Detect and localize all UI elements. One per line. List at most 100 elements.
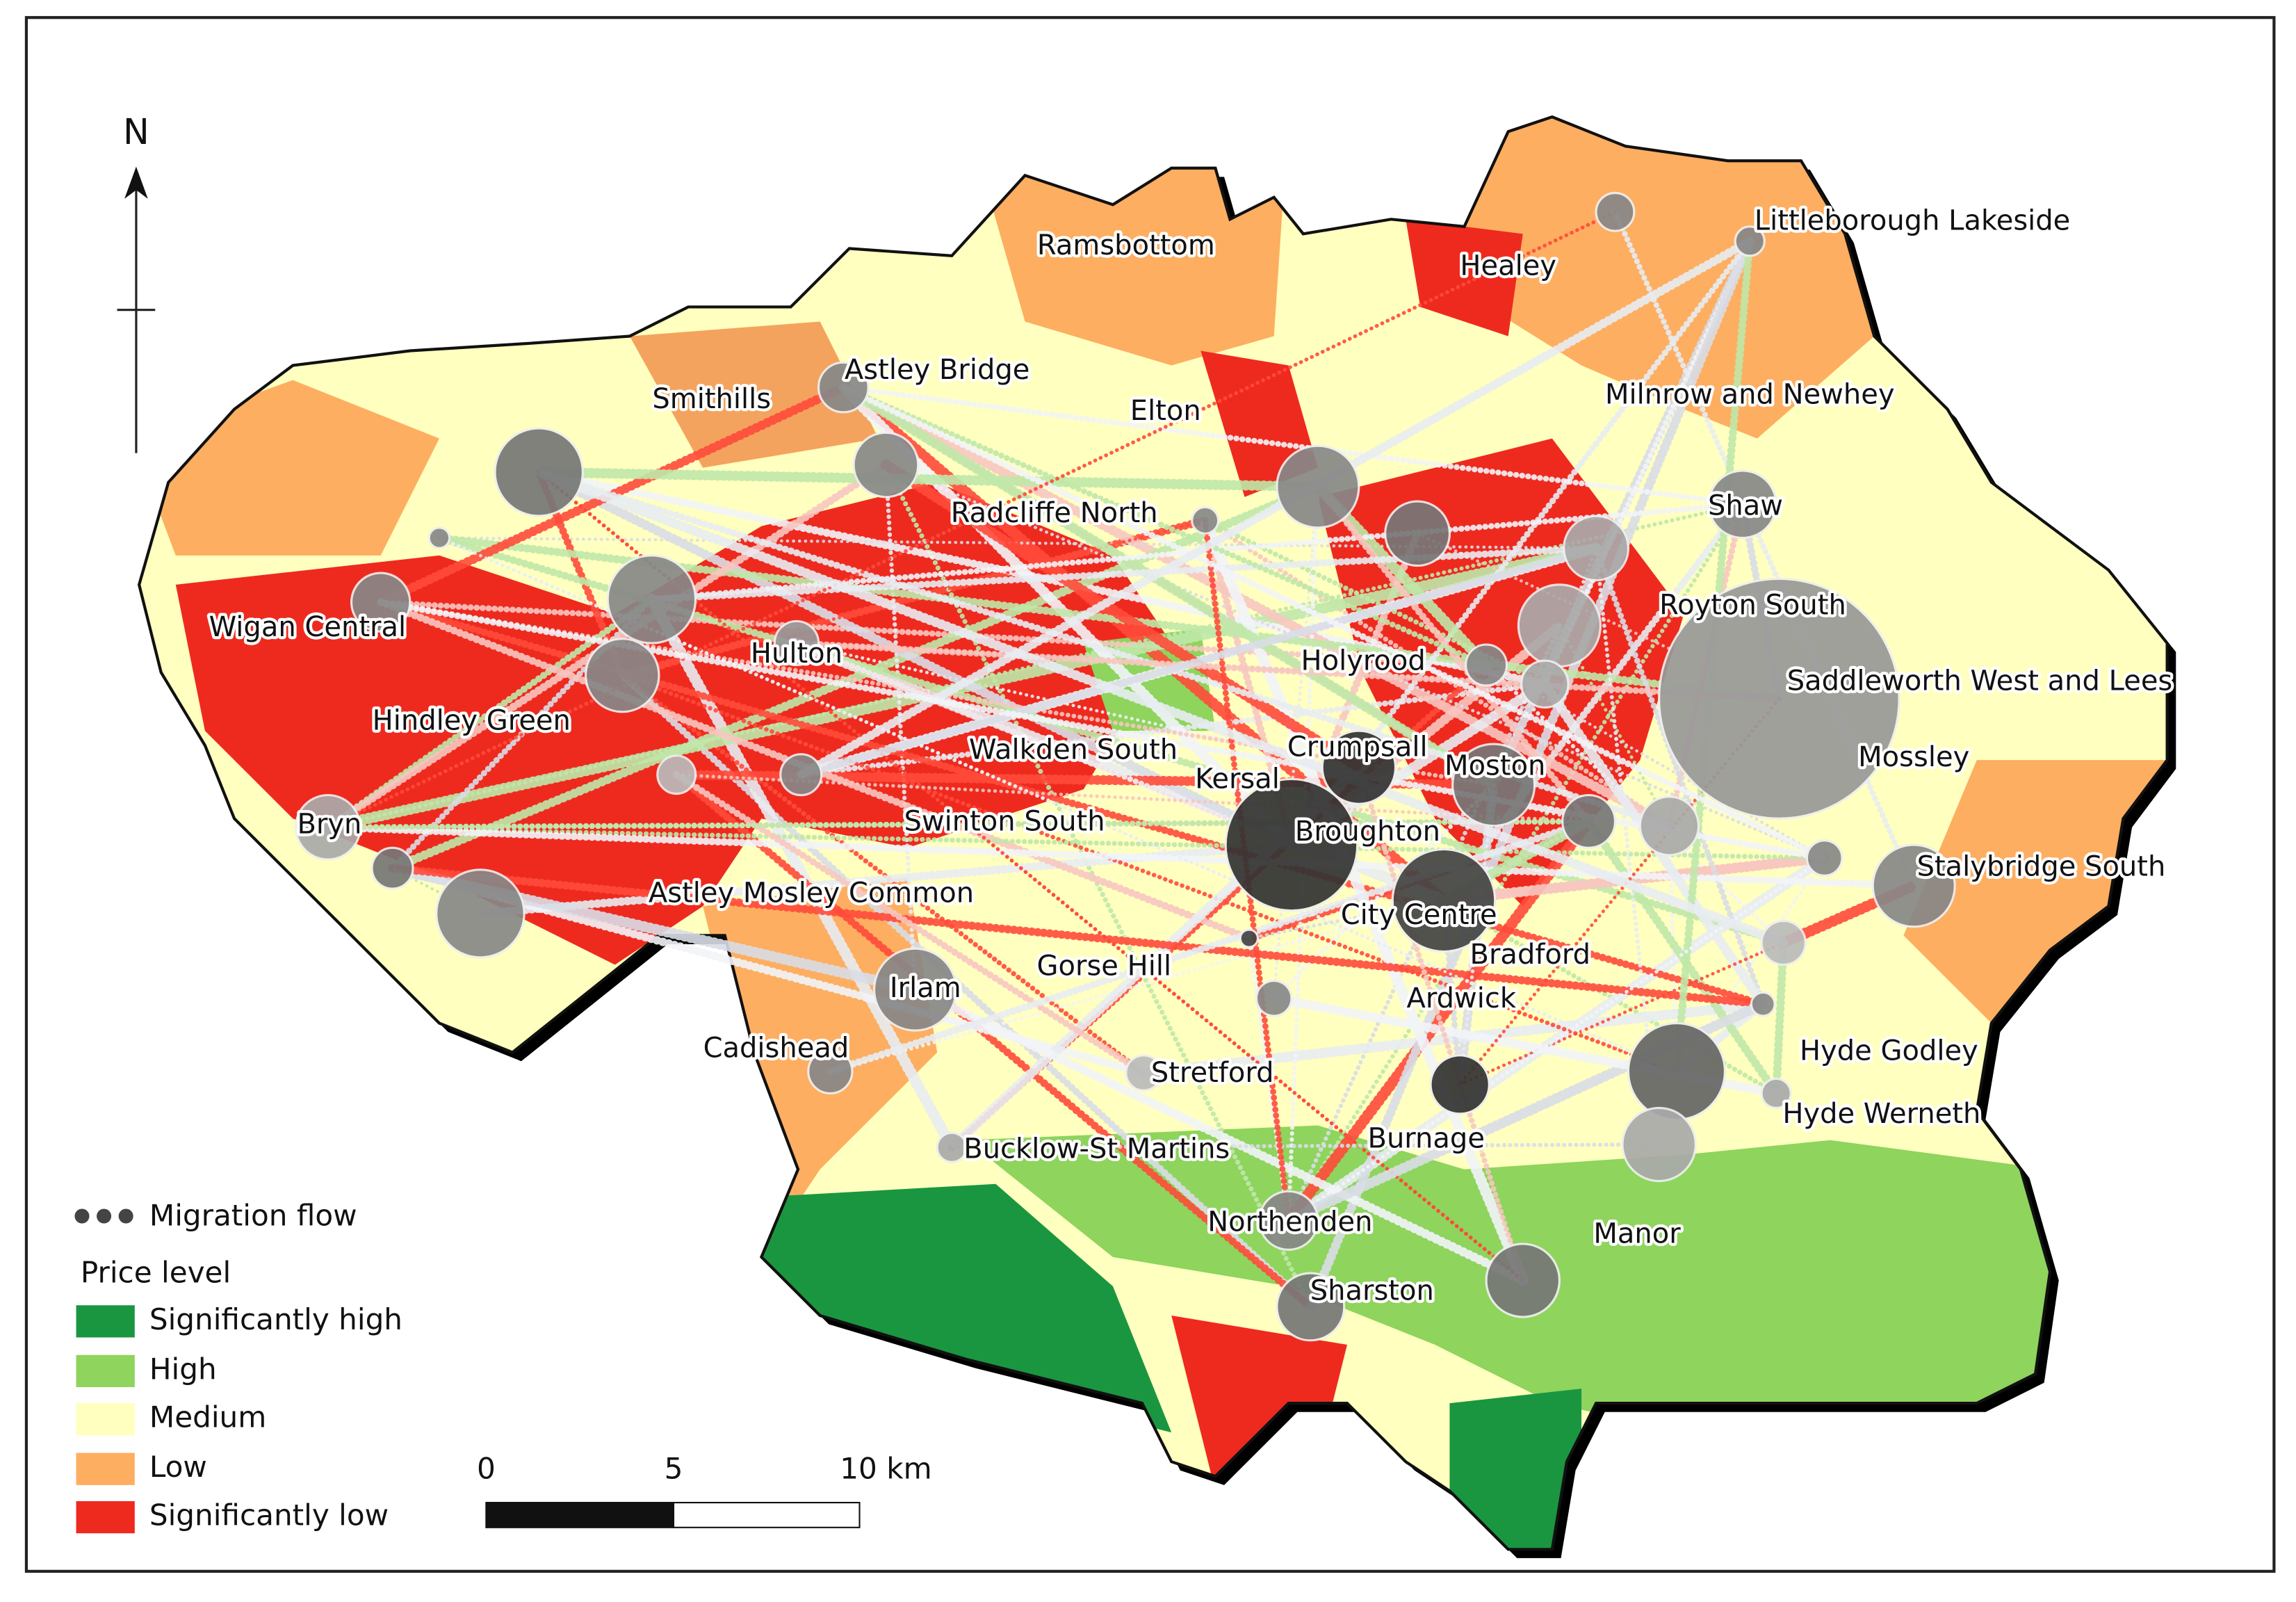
place-label: Gorse Hill <box>1037 950 1172 982</box>
place-label: Sharston <box>1310 1275 1434 1306</box>
place-label: Holyrood <box>1301 645 1426 677</box>
ward-circle <box>1750 991 1776 1017</box>
ward-circle <box>371 846 414 890</box>
flow-line <box>828 898 1446 1074</box>
flow-line <box>797 544 1601 779</box>
place-label: Cadishead <box>703 1032 849 1064</box>
place-label: Moston <box>1444 750 1545 782</box>
ward-circle <box>435 868 526 959</box>
place-label: Healey <box>1460 250 1556 282</box>
ward-circle <box>873 947 958 1032</box>
ward-circle <box>656 754 697 795</box>
ward-circle <box>936 1131 968 1163</box>
legend-swatch <box>76 1500 135 1534</box>
flow-line <box>1355 764 1526 1284</box>
legend-flow-dot <box>97 1208 112 1224</box>
ward-circle <box>817 361 870 414</box>
ward-circle <box>1321 729 1397 805</box>
place-label: Hindley Green <box>373 705 571 737</box>
legend-item: Significantly high <box>149 1302 402 1336</box>
legend-swatch <box>76 1403 135 1436</box>
ward-circle <box>852 431 920 499</box>
flow-line <box>840 384 1490 668</box>
ward-circle <box>1707 469 1777 540</box>
north-label: N <box>123 111 149 152</box>
place-label: Swinton South <box>904 806 1105 838</box>
ward-circle <box>1384 500 1451 567</box>
flow-line <box>620 673 1679 1074</box>
flow-line <box>324 823 1918 890</box>
legend: Migration flow Price level Significantly… <box>74 1199 402 1534</box>
ward-circle <box>606 554 697 645</box>
place-labels: Ramsbottom Healey Littleborough Lakeside As… <box>206 202 2175 1309</box>
ward-circle <box>773 620 820 667</box>
ward-circle <box>494 427 584 517</box>
legend-item: Significantly low <box>149 1498 389 1532</box>
legend-swatch <box>76 1305 135 1338</box>
scale-label: 0 <box>477 1451 496 1485</box>
legend-item: Medium <box>149 1400 266 1434</box>
flow-line <box>840 384 1828 861</box>
place-label: Irlam <box>890 972 961 1004</box>
ward-circle <box>1621 1106 1697 1183</box>
ward-circle <box>1520 659 1570 709</box>
place-label: Mossley <box>1858 741 1969 773</box>
flow-line <box>838 382 1499 791</box>
place-label: Hulton <box>751 638 842 670</box>
flow-line <box>646 593 958 1154</box>
flow-line <box>1594 546 1661 1147</box>
ward-circle <box>1485 1243 1561 1318</box>
ward-circle <box>1191 505 1220 535</box>
flows <box>322 209 1920 1312</box>
place-label: Burnage <box>1368 1123 1485 1155</box>
scale-label: 5 <box>665 1451 683 1485</box>
place-label: City Centre <box>1341 899 1497 931</box>
place-label: Smithills <box>652 383 771 415</box>
ward-circle <box>1224 777 1359 912</box>
place-label: Stalybridge South <box>1917 851 2166 883</box>
scale-segment <box>672 1502 861 1528</box>
ward-circle <box>1239 928 1260 948</box>
ward-circle <box>1658 577 1900 820</box>
place-label: Bradford <box>1470 939 1591 971</box>
place-label: Royton South <box>1659 589 1846 621</box>
ward-circle <box>1451 743 1536 827</box>
place-label: Northenden <box>1207 1206 1372 1238</box>
flow-line <box>533 467 1324 492</box>
map-outline <box>137 115 2169 1551</box>
flow-line <box>388 864 1768 1009</box>
flow-line <box>1438 852 1830 906</box>
flow-line <box>884 463 1827 860</box>
flow-line <box>534 467 1789 948</box>
legend-flow-dot <box>74 1208 90 1224</box>
place-label: Wigan Central <box>209 611 406 643</box>
place-label: Manor <box>1593 1217 1681 1249</box>
place-label: Littleborough Lakeside <box>1754 205 2070 237</box>
flow-line <box>950 1142 1661 1150</box>
legend-flow-dot <box>118 1208 133 1224</box>
ward-circle <box>350 572 412 633</box>
wards <box>294 191 1956 1342</box>
place-label: Broughton <box>1295 816 1440 848</box>
flow-line <box>880 459 1365 773</box>
ward-circle <box>1561 794 1617 849</box>
place-label: Bucklow-St Martins <box>963 1133 1230 1165</box>
ward-circle <box>1276 444 1360 529</box>
place-label: Astley Bridge <box>845 354 1029 386</box>
north-arrow: N <box>117 111 156 453</box>
scale-label: 10 km <box>840 1451 931 1485</box>
ward-circle <box>1760 1077 1792 1110</box>
zone-significantly-high <box>732 1183 1172 1433</box>
place-label: Astley Mosley Common <box>649 877 974 909</box>
ward-circle <box>1627 1021 1727 1121</box>
flow-line <box>910 985 1528 1286</box>
flow-line <box>674 772 1591 823</box>
ward-circle <box>807 1048 854 1095</box>
zone-low <box>1464 117 1875 439</box>
legend-swatch <box>76 1354 135 1387</box>
flow-line <box>437 536 1598 550</box>
ward-circle <box>1734 225 1766 257</box>
scale-bar: 0 5 10 km <box>477 1451 932 1528</box>
flow-line <box>796 236 1754 779</box>
